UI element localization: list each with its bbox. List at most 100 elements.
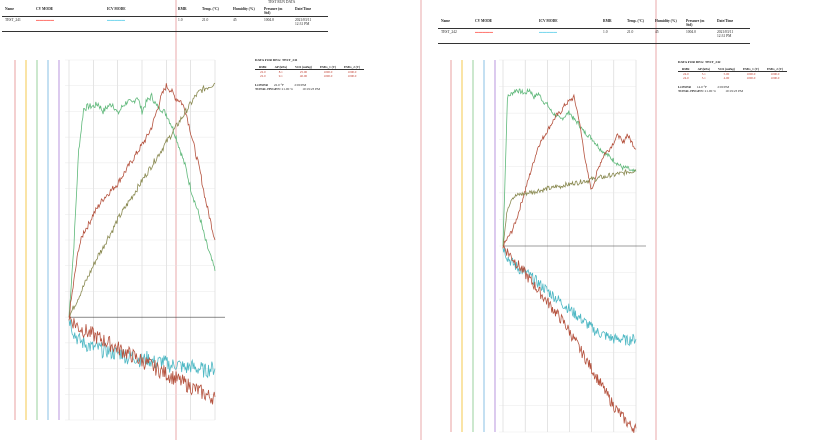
- cell: 21.0: [624, 28, 652, 44]
- report-title: TEST RUN DATA: [268, 0, 296, 4]
- report-header-table: Name CV MODE ICV MODE RMR Temp. (°C) Hum…: [438, 18, 750, 44]
- data-log-2: DATA FOR DEG: TEST_242 RMR AP (kPa) VO2 …: [678, 60, 788, 93]
- data-col: AP (kPa): [693, 67, 714, 72]
- series-line-2: [502, 168, 637, 249]
- cell: 1.0: [600, 28, 624, 44]
- series-line-2: [68, 82, 216, 321]
- data-cell: 1000.0: [770, 72, 780, 76]
- legend-block: LOWER 14.0 °F 2:00 PM TOTAL HYGEN: 21.00…: [678, 85, 787, 93]
- data-col: EMG_2 (V): [763, 67, 788, 72]
- data-col: EMG_2 (V): [340, 65, 365, 70]
- col-header: Temp. (°C): [624, 18, 652, 29]
- legend-value: 14.0 °F: [696, 85, 707, 89]
- cell: 1.0: [175, 16, 199, 32]
- watermark-stroke: [655, 0, 657, 440]
- table-row: 24.0 5.1 5.00 1000.0 1000.0: [678, 72, 787, 76]
- col-header: Name: [438, 18, 472, 29]
- chart-1: [14, 59, 225, 421]
- data-col: RMR: [255, 65, 271, 70]
- col-header: RMR: [175, 6, 199, 17]
- cell: 2021/03/11 12:31 PM: [292, 16, 328, 32]
- data-log-title: DATA FOR DEG: TEST_241: [255, 58, 298, 62]
- data-cell: 1000.0: [746, 76, 756, 80]
- col-header: CV MODE: [33, 6, 104, 17]
- col-header: Humidity (%): [652, 18, 683, 29]
- time-value: 12:31 PM: [717, 34, 732, 38]
- data-cell: 5.1: [701, 76, 706, 80]
- table-row: 24.0 5.1 4.00 1000.0 1000.0: [678, 76, 787, 80]
- legend-label: TOTAL HYGEN:: [678, 89, 704, 93]
- data-cell: 1000.0: [770, 76, 780, 80]
- data-log-table: RMR AP (kPa) VO2 (ml/kg) EMG_1 (V) EMG_2…: [678, 67, 788, 80]
- col-header: Date/Time: [292, 6, 328, 17]
- watermark-stroke: [420, 0, 422, 440]
- cell: TEST_242: [438, 28, 472, 44]
- col-header: Pressure (m Std): [683, 18, 714, 29]
- cell: 1004.0: [261, 16, 292, 32]
- series-line-0: [68, 92, 216, 318]
- data-col: VO2 (ml/kg): [713, 67, 739, 72]
- data-cell: 22.0: [260, 70, 266, 74]
- data-cell: 22.0: [260, 74, 266, 78]
- data-cell: 1000.0: [323, 74, 333, 78]
- col-header: RMR: [600, 18, 624, 29]
- report-panel-1: TEST RUN DATA Name CV MODE ICV MODE RMR …: [0, 0, 412, 440]
- cell: 1004.0: [683, 28, 714, 44]
- cell: ▬▬▬▬▬: [536, 28, 600, 44]
- legend-label: TOTAL HYGEN:: [255, 87, 281, 91]
- legend-value: 21.00 %: [281, 87, 293, 91]
- cell: ▬▬▬▬▬: [33, 16, 104, 32]
- time-value: 12:31 PM: [295, 22, 310, 26]
- data-cell: 4.00: [723, 76, 730, 80]
- report-panel-2: Name CV MODE ICV MODE RMR Temp. (°C) Hum…: [436, 0, 825, 440]
- cell: TEST_241: [2, 16, 33, 32]
- legend-label: LOWER: [678, 85, 691, 89]
- data-log-1: DATA FOR DEG: TEST_241 RMR AP (kPa) VO2 …: [255, 58, 365, 91]
- data-cell: 5.1: [701, 72, 706, 76]
- data-cell: 8.1: [278, 70, 283, 74]
- series-line-4: [68, 314, 216, 405]
- data-col: VO2 (ml/kg): [290, 65, 316, 70]
- data-cell: 1000.0: [347, 74, 357, 78]
- table-row: 22.0 8.1 25.00 1000.0 1000.0: [255, 70, 364, 74]
- chart-2: [450, 59, 646, 433]
- data-cell: 25.00: [299, 70, 308, 74]
- col-header: Temp. (°C): [199, 6, 230, 17]
- report-header-table: Name CV MODE ICV MODE RMR Temp. (°C) Hum…: [2, 6, 328, 32]
- data-cell: 1000.0: [323, 70, 333, 74]
- data-col: EMG_1 (V): [315, 65, 340, 70]
- cell: 45: [230, 16, 261, 32]
- col-header: Date/Time: [714, 18, 750, 29]
- table-row: 22.0 9.1 40.00 1000.0 1000.0: [255, 74, 364, 78]
- data-cell: 1000.0: [746, 72, 756, 76]
- cell: 45: [652, 28, 683, 44]
- watermark-stroke: [175, 0, 177, 440]
- col-header: CV MODE: [472, 18, 536, 29]
- data-cell: 24.0: [683, 76, 689, 80]
- data-cell: 40.00: [299, 74, 308, 78]
- legend-value: 21.00 %: [704, 89, 716, 93]
- col-header: Pressure (m Std): [261, 6, 292, 17]
- series-line-1: [68, 83, 216, 318]
- cell: ▬▬▬▬▬: [104, 16, 175, 32]
- col-header: ICV MODE: [536, 18, 600, 29]
- data-log-title: DATA FOR DEG: TEST_242: [678, 60, 721, 64]
- legend-label: LOWER: [255, 83, 268, 87]
- legend-value: 22.0 °F: [273, 83, 284, 87]
- data-cell: 9.1: [278, 74, 283, 78]
- data-cell: 24.0: [683, 72, 689, 76]
- legend-value: 10:19:23 PM: [725, 89, 743, 93]
- cell: ▬▬▬▬▬: [472, 28, 536, 44]
- date-value: 2021/03/11: [295, 18, 312, 22]
- date-value: 2021/03/11: [717, 30, 734, 34]
- data-cell: 1000.0: [347, 70, 357, 74]
- data-cell: 5.00: [723, 72, 730, 76]
- data-col: RMR: [678, 67, 694, 72]
- col-header: Humidity (%): [230, 6, 261, 17]
- series-line-1: [502, 93, 637, 248]
- cell: 2021/03/11 12:31 PM: [714, 28, 750, 44]
- legend-value: 2:00 PM: [294, 83, 307, 87]
- data-log-table: RMR AP (kPa) VO2 (ml/kg) EMG_1 (V) EMG_2…: [255, 65, 365, 78]
- legend-value: 10:19:23 PM: [302, 87, 320, 91]
- data-col: AP (kPa): [270, 65, 291, 70]
